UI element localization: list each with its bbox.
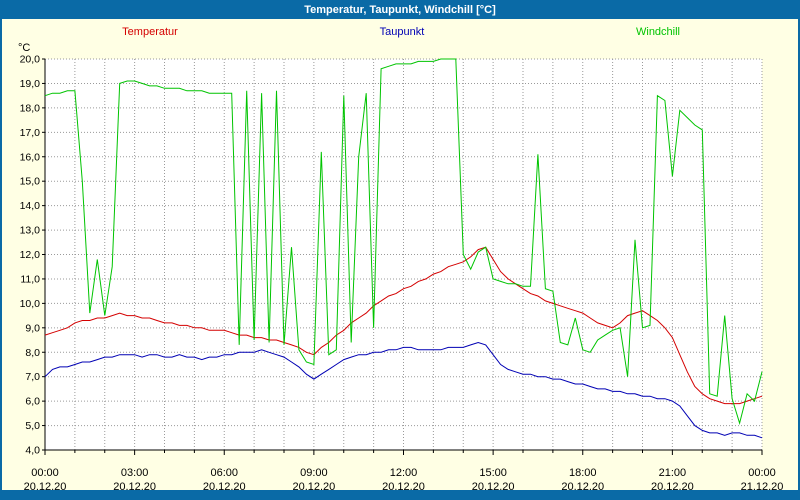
bottom-bar: [2, 490, 798, 498]
svg-text:8,0: 8,0: [25, 347, 40, 359]
svg-text:00:00: 00:00: [748, 467, 776, 479]
legend-temperatur: Temperatur: [122, 26, 178, 38]
legend-windchill: Windchill: [635, 26, 681, 38]
svg-text:09:00: 09:00: [300, 467, 328, 479]
svg-text:18:00: 18:00: [569, 467, 597, 479]
chart-plot: 4,0 5,0 6,0 7,0 8,0 9,0 10,0 11,0 12,0 13,0 14,0 15…: [20, 54, 784, 494]
legend-taupunkt: Taupunkt: [379, 26, 425, 38]
series-line-windchill: [44, 58, 763, 425]
svg-text:7,0: 7,0: [25, 371, 40, 383]
svg-text:15:00: 15:00: [479, 467, 507, 479]
svg-text:00:00: 00:00: [31, 467, 59, 479]
svg-text:5,0: 5,0: [25, 420, 40, 432]
series-line-taupunkt: [44, 341, 763, 439]
svg-text:06:00: 06:00: [210, 467, 238, 479]
svg-text:13,0: 13,0: [20, 225, 41, 237]
svg-text:4,0: 4,0: [25, 445, 40, 457]
svg-text:12,0: 12,0: [20, 249, 41, 261]
svg-text:15,0: 15,0: [20, 176, 41, 188]
svg-text:21:00: 21:00: [659, 467, 687, 479]
svg-text:17,0: 17,0: [20, 127, 41, 139]
gridlines: [45, 58, 763, 450]
series-line-temperatur: [44, 246, 763, 405]
svg-text:19,0: 19,0: [20, 78, 41, 90]
svg-text:20,0: 20,0: [20, 54, 41, 66]
svg-text:6,0: 6,0: [25, 396, 40, 408]
data-series: [44, 58, 763, 439]
svg-text:18,0: 18,0: [20, 102, 41, 114]
svg-text:12:00: 12:00: [390, 467, 418, 479]
svg-text:03:00: 03:00: [121, 467, 149, 479]
title-bar: Temperatur, Taupunkt, Windchill [°C]: [2, 2, 798, 19]
svg-text:14,0: 14,0: [20, 200, 41, 212]
legend: Temperatur Taupunkt Windchill: [2, 26, 798, 40]
svg-text:11,0: 11,0: [20, 273, 40, 285]
y-axis-unit-label: °C: [18, 42, 31, 54]
svg-text:10,0: 10,0: [20, 298, 41, 310]
svg-text:16,0: 16,0: [20, 151, 41, 163]
svg-text:9,0: 9,0: [25, 322, 40, 334]
axes: [42, 58, 763, 455]
window-title: Temperatur, Taupunkt, Windchill [°C]: [304, 4, 496, 16]
